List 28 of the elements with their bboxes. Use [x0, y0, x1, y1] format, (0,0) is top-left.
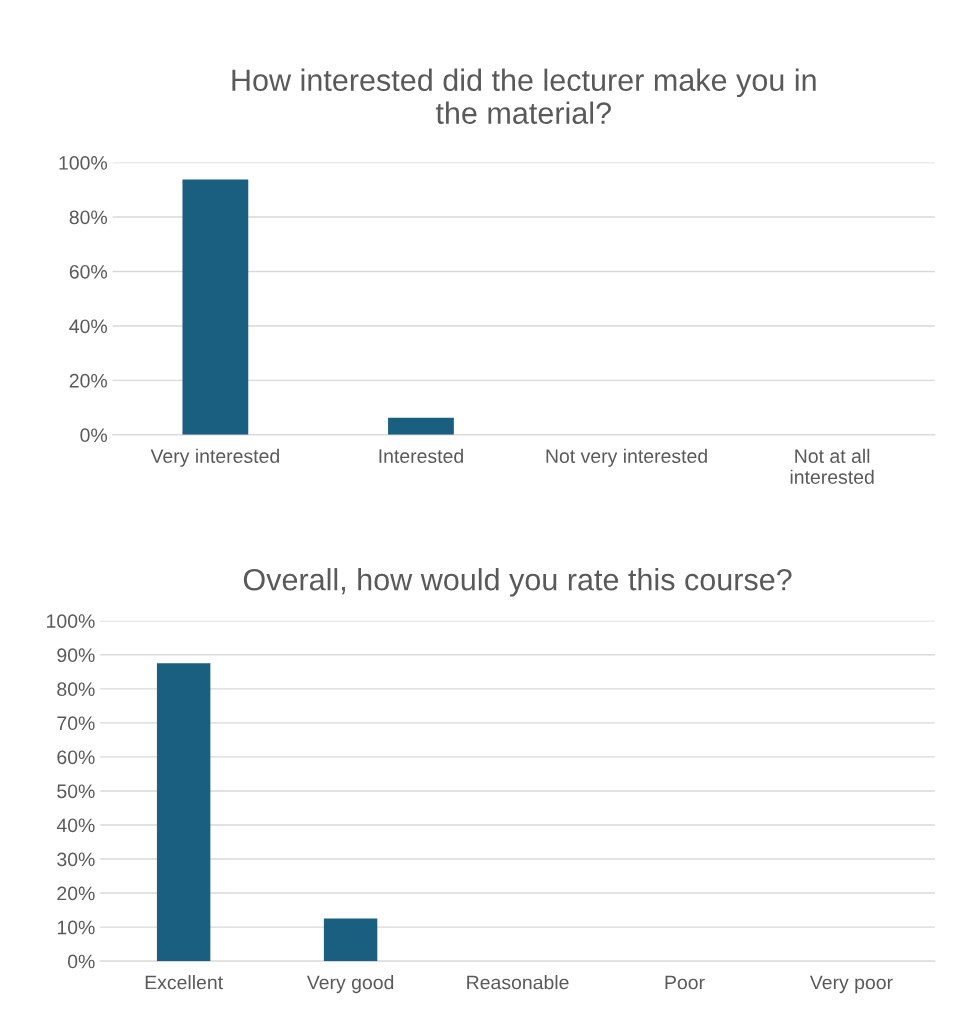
y-tick-label: 20% [69, 373, 108, 388]
x-tick-label: Not very interested [546, 448, 707, 467]
y-tick-label: 60% [57, 750, 95, 765]
x-tick-label: Very interested [150, 448, 279, 467]
y-tick-label: 0% [80, 428, 108, 443]
y-tick-label: 80% [69, 210, 108, 225]
y-tick-label: 100% [47, 614, 95, 629]
y-tick-label: 10% [57, 920, 95, 935]
x-tick-label: Poor [665, 975, 705, 990]
y-tick-label: 100% [59, 156, 108, 170]
y-tick-label: 40% [56, 818, 95, 833]
y-tick-label: 90% [57, 648, 95, 663]
y-tick-label: 0% [67, 954, 95, 969]
chart-title: Overall, how would you rate this course? [243, 568, 792, 597]
y-tick-label: 30% [57, 852, 95, 867]
x-tick-label: Excellent [145, 975, 223, 990]
y-tick-label: 70% [57, 716, 95, 731]
y-tick-label: 60% [69, 264, 108, 279]
y-tick-label: 40% [69, 319, 108, 334]
x-tick-label: Not at all interested [790, 448, 874, 484]
x-tick-label: Very good [306, 975, 394, 994]
y-tick-label: 80% [57, 682, 95, 697]
y-tick-label: 50% [57, 784, 95, 799]
x-tick-label: Interested [379, 448, 463, 464]
x-tick-label: Reasonable [467, 975, 569, 990]
x-tick-label: Very poor [809, 975, 893, 994]
chart-title: How interested did the lecturer make you in the material? [232, 68, 816, 124]
y-tick-label: 20% [57, 886, 95, 901]
